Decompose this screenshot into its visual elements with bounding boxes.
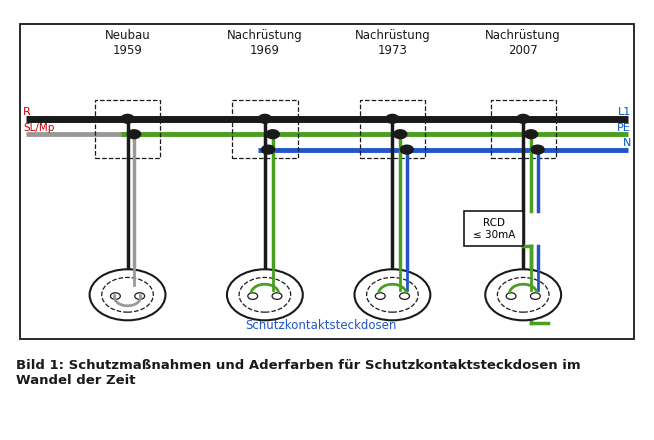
Circle shape	[400, 293, 409, 299]
Text: L1: L1	[618, 106, 631, 117]
Circle shape	[258, 114, 271, 123]
Text: N: N	[623, 138, 631, 148]
Circle shape	[367, 278, 418, 312]
Text: RCD
≤ 30mA: RCD ≤ 30mA	[473, 218, 515, 240]
Circle shape	[272, 293, 282, 299]
Circle shape	[102, 278, 153, 312]
FancyBboxPatch shape	[464, 211, 523, 246]
Text: Bild 1: Schutzmaßnahmen und Aderfarben für Schutzkontaktsteckdosen im
Wandel der: Bild 1: Schutzmaßnahmen und Aderfarben f…	[16, 359, 581, 387]
Text: R: R	[23, 106, 31, 117]
Circle shape	[525, 130, 538, 139]
Circle shape	[227, 269, 303, 320]
Circle shape	[266, 130, 279, 139]
Circle shape	[135, 293, 145, 299]
Circle shape	[90, 269, 165, 320]
Circle shape	[498, 278, 549, 312]
Circle shape	[506, 293, 516, 299]
Circle shape	[517, 114, 530, 123]
Circle shape	[354, 269, 430, 320]
Circle shape	[530, 293, 540, 299]
Text: Schutzkontaktsteckdosen: Schutzkontaktsteckdosen	[245, 319, 396, 332]
FancyBboxPatch shape	[20, 24, 634, 339]
Circle shape	[111, 293, 120, 299]
Circle shape	[400, 145, 413, 154]
Circle shape	[485, 269, 561, 320]
Circle shape	[239, 278, 290, 312]
Text: PE: PE	[617, 123, 631, 133]
Text: Nachrüstung
1969: Nachrüstung 1969	[227, 29, 303, 57]
Text: SL/Mp: SL/Mp	[23, 123, 54, 133]
Text: Nachrüstung
2007: Nachrüstung 2007	[485, 29, 561, 57]
Text: Neubau
1959: Neubau 1959	[105, 29, 150, 57]
Circle shape	[375, 293, 385, 299]
Circle shape	[262, 145, 275, 154]
Circle shape	[121, 114, 134, 123]
Circle shape	[394, 130, 407, 139]
Circle shape	[128, 130, 141, 139]
Circle shape	[531, 145, 544, 154]
Circle shape	[386, 114, 399, 123]
Text: Nachrüstung
1973: Nachrüstung 1973	[354, 29, 430, 57]
Circle shape	[248, 293, 258, 299]
